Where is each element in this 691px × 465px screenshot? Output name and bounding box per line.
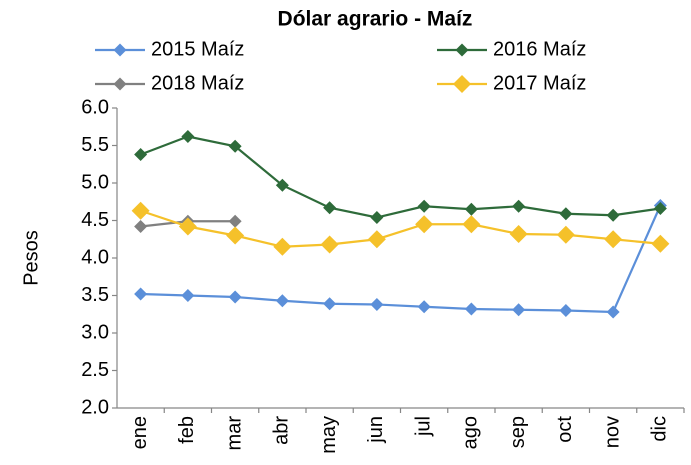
series-line (140, 205, 662, 314)
y-tick-label: 3.5 (81, 284, 109, 306)
point (606, 208, 620, 222)
point (134, 148, 148, 161)
y-tick-label: 2.0 (81, 396, 109, 418)
y-tick-label: 5.0 (81, 171, 109, 193)
x-tick-label: jun (365, 416, 387, 444)
point (462, 215, 481, 234)
x-tick-label: may (318, 416, 340, 454)
x-tick-label: abr (271, 416, 293, 445)
x-tick-label: oct (554, 416, 576, 443)
x-tick-label: jul (412, 416, 434, 437)
y-tick-label: 5.5 (81, 134, 109, 156)
legend-label: 2017 Maíz (493, 72, 586, 94)
series-line (140, 135, 661, 219)
point (415, 215, 434, 234)
legend-marker (453, 75, 471, 93)
point (228, 139, 242, 153)
point (559, 207, 573, 221)
legend-marker (455, 43, 469, 57)
point (131, 201, 150, 220)
y-tick-label: 3.0 (81, 321, 109, 343)
x-tick-label: nov (601, 416, 623, 448)
point (464, 302, 478, 316)
y-tick-label: 4.5 (81, 209, 109, 231)
point (509, 225, 528, 243)
point (651, 234, 670, 253)
x-tick-label: feb (176, 416, 198, 444)
x-tick-label: mar (223, 416, 245, 451)
point (228, 290, 242, 304)
point (370, 211, 384, 224)
point (134, 287, 148, 301)
point (275, 294, 289, 308)
point (181, 130, 195, 143)
legend-label: 2015 Maíz (151, 38, 244, 60)
point (512, 303, 526, 317)
point (367, 230, 386, 249)
legend-label: 2016 Maíz (493, 38, 586, 60)
x-tick-label: dic (649, 416, 671, 442)
legend-marker (113, 43, 127, 57)
point (323, 297, 337, 311)
legend-marker (113, 77, 127, 91)
point (181, 289, 195, 302)
point (228, 214, 242, 228)
point (273, 237, 292, 256)
point (417, 300, 431, 314)
legend-label: 2018 Maíz (151, 72, 244, 94)
y-tick-label: 6.0 (81, 96, 109, 118)
point (604, 230, 623, 249)
point (559, 304, 573, 317)
y-tick-label: 2.5 (81, 359, 109, 381)
point (275, 178, 289, 192)
point (512, 199, 526, 213)
series-line (140, 209, 661, 248)
x-tick-label: ene (129, 416, 151, 449)
y-axis-label: Pesos (20, 230, 42, 286)
point (320, 235, 339, 254)
chart-title: Dólar agrario - Maíz (278, 8, 473, 31)
x-tick-label: sep (507, 416, 529, 448)
point (178, 217, 197, 236)
point (370, 298, 384, 311)
point (134, 220, 148, 233)
x-tick-label: ago (460, 416, 482, 449)
point (606, 305, 620, 319)
point (464, 202, 478, 216)
point (556, 225, 575, 244)
point (226, 226, 245, 245)
point (417, 199, 431, 213)
y-tick-label: 4.0 (81, 246, 109, 268)
point (653, 202, 667, 215)
point (323, 201, 337, 215)
